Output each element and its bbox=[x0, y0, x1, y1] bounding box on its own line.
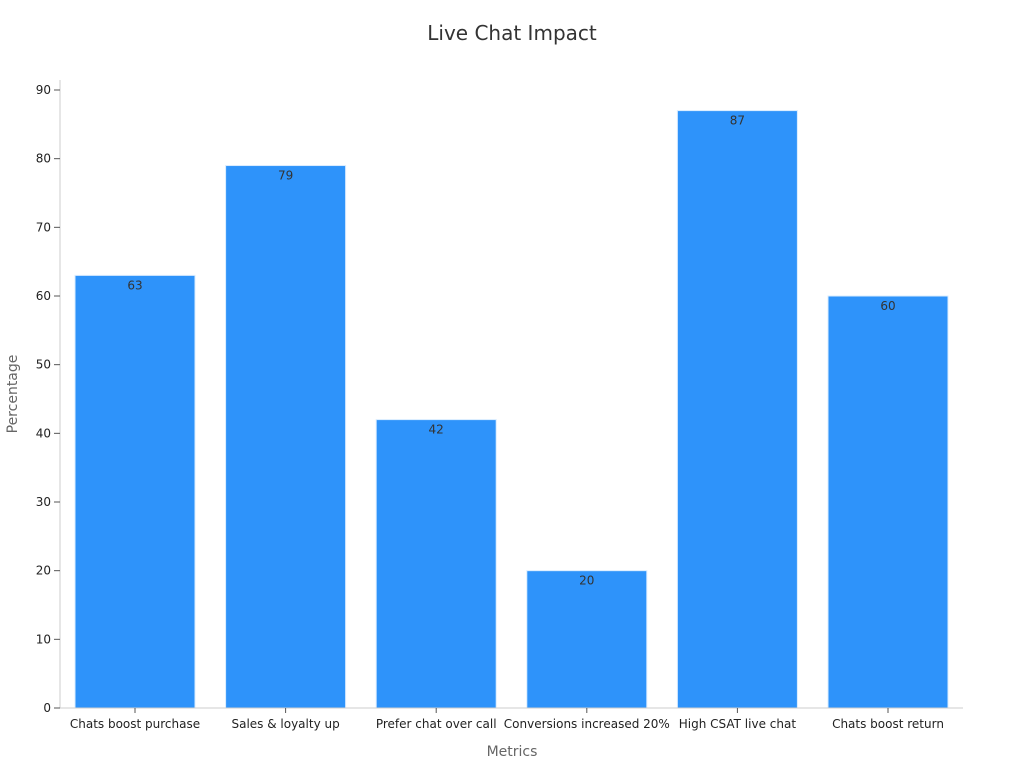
x-axis-ticks: Chats boost purchase Sales & loyalty up Pr… bbox=[70, 708, 944, 731]
y-tick-label: 80 bbox=[36, 152, 51, 166]
bar-value-label: 60 bbox=[880, 299, 895, 313]
x-tick-label: Conversions increased 20% bbox=[504, 717, 670, 731]
y-tick-label: 60 bbox=[36, 289, 51, 303]
bar bbox=[676, 110, 798, 709]
y-axis-label: Percentage bbox=[5, 355, 21, 434]
bar bbox=[526, 570, 648, 709]
y-tick-label: 70 bbox=[36, 220, 51, 234]
bar-value-label: 87 bbox=[730, 114, 745, 128]
bar-value-label: 79 bbox=[278, 169, 293, 183]
bar-value-label: 42 bbox=[429, 423, 444, 437]
y-tick-label: 50 bbox=[36, 358, 51, 372]
x-axis-label: Metrics bbox=[487, 744, 538, 760]
bar bbox=[375, 419, 497, 709]
y-tick-label: 20 bbox=[36, 564, 51, 578]
y-tick-label: 30 bbox=[36, 495, 51, 509]
bar bbox=[225, 165, 347, 709]
bars-group bbox=[74, 110, 949, 709]
chart-title: Live Chat Impact bbox=[427, 21, 597, 45]
x-tick-label: Prefer chat over call bbox=[376, 717, 497, 731]
x-tick-label: Sales & loyalty up bbox=[231, 717, 339, 731]
bar bbox=[827, 295, 949, 709]
y-tick-label: 40 bbox=[36, 426, 51, 440]
bar-value-label: 63 bbox=[127, 278, 142, 292]
x-tick-label: Chats boost purchase bbox=[70, 717, 200, 731]
y-axis-ticks: 0 10 20 30 40 50 60 70 80 90 bbox=[36, 83, 60, 715]
bar-value-label: 20 bbox=[579, 574, 594, 588]
y-tick-label: 0 bbox=[43, 701, 51, 715]
y-tick-label: 10 bbox=[36, 632, 51, 646]
x-tick-label: Chats boost return bbox=[832, 717, 944, 731]
x-tick-label: High CSAT live chat bbox=[679, 717, 797, 731]
y-tick-label: 90 bbox=[36, 83, 51, 97]
data-labels-group: 63 79 42 20 87 60 bbox=[127, 114, 895, 588]
bar bbox=[74, 274, 196, 709]
